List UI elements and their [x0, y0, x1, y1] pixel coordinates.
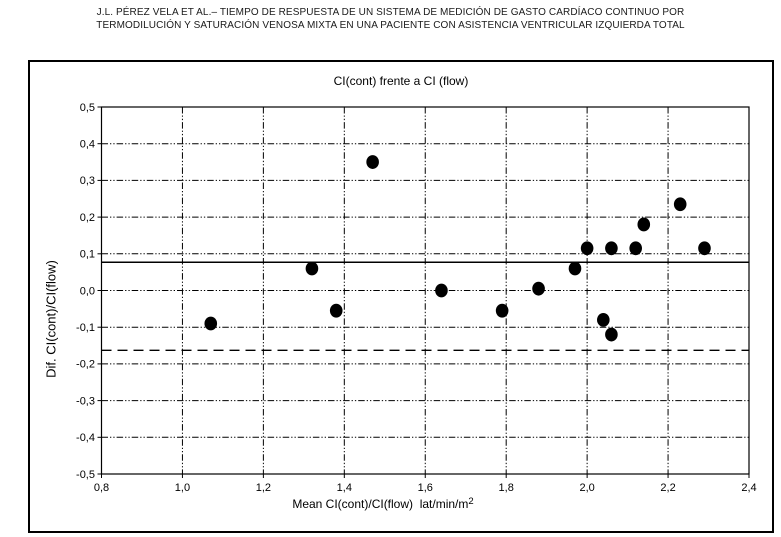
y-tick-label: -0,1 — [76, 322, 95, 334]
y-tick-label: 0,0 — [80, 285, 95, 297]
y-tick-label: 0,3 — [80, 175, 95, 187]
figure-border — [28, 60, 774, 533]
y-tick-label: -0,2 — [76, 359, 95, 371]
x-tick-label: 0,8 — [94, 482, 109, 494]
data-point — [580, 241, 594, 256]
running-head-line1: J.L. PÉREZ VELA ET AL.– TIEMPO DE RESPUE… — [96, 7, 685, 18]
data-point — [597, 312, 610, 327]
data-point — [605, 241, 618, 256]
data-point — [532, 281, 545, 296]
x-tick-label: 2,4 — [741, 482, 756, 494]
y-tick-label: -0,5 — [76, 469, 95, 481]
y-tick-label: -0,4 — [76, 432, 95, 444]
data-point — [605, 327, 618, 342]
data-point — [305, 261, 319, 276]
x-tick-label: 1,8 — [499, 482, 514, 494]
data-point — [673, 197, 687, 212]
x-axis-label-text: Mean CI(cont)/CI(flow) lat/min/m — [292, 497, 469, 511]
data-point — [495, 303, 509, 318]
data-point — [329, 303, 343, 318]
data-point — [637, 217, 651, 232]
chart-title: CI(cont) frente a CI (flow) — [333, 74, 469, 88]
data-point — [629, 241, 642, 256]
data-point — [366, 155, 379, 169]
running-head: J.L. PÉREZ VELA ET AL.– TIEMPO DE RESPUE… — [0, 6, 781, 32]
x-tick-label: 2,2 — [660, 482, 675, 494]
x-tick-label: 1,6 — [418, 482, 433, 494]
x-tick-label: 2,0 — [579, 482, 594, 494]
data-point — [204, 316, 218, 331]
data-point — [435, 283, 448, 298]
x-tick-label: 1,2 — [256, 482, 271, 494]
x-tick-label: 1,4 — [337, 482, 352, 494]
x-axis-label-superscript: 2 — [468, 496, 474, 507]
y-tick-label: 0,4 — [80, 139, 95, 151]
data-point — [698, 241, 711, 256]
data-point — [568, 261, 582, 276]
y-tick-label: 0,2 — [80, 212, 95, 224]
running-head-line2: TERMODILUCIÓN Y SATURACIÓN VENOSA MIXTA … — [96, 20, 685, 31]
y-tick-label: -0,3 — [76, 395, 95, 407]
y-tick-label: 0,5 — [80, 102, 95, 114]
x-tick-label: 1,0 — [175, 482, 190, 494]
x-axis-label: Mean CI(cont)/CI(flow) lat/min/m2 — [183, 496, 583, 511]
y-tick-label: 0,1 — [80, 249, 95, 261]
